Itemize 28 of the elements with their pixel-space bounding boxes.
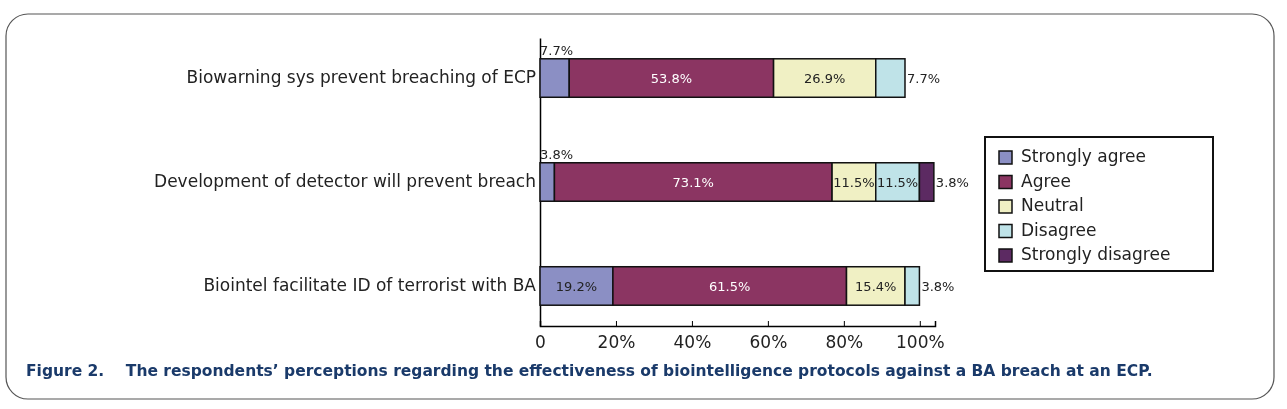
y-tick-label: Biointel facilitate ID of terrorist with BA [203, 275, 537, 296]
data-label: 26.9% [804, 70, 846, 86]
data-label: 7.7% [907, 70, 941, 86]
x-tick-label: 60% [749, 331, 788, 352]
data-label: 73.1% [672, 174, 714, 190]
data-label: 11.5% [876, 174, 919, 190]
y-tick-label: Biowarning sys prevent breaching of ECP [186, 67, 536, 88]
y-tick-label: Development of detector will prevent breach [154, 171, 536, 192]
data-label: 3.8% [935, 174, 969, 190]
data-label: 11.5% [833, 174, 875, 190]
x-tick-label: 80% [825, 331, 864, 352]
x-tick-label: 100% [896, 331, 945, 352]
data-label: 15.4% [855, 278, 897, 294]
legend-label: Neutral [1021, 195, 1084, 215]
caption: Figure 2. The respondents’ perceptions regarding the effectiveness of biointelligence protocols against a BA breach at an ECP. [26, 362, 1153, 380]
data-label: 19.2% [555, 278, 598, 294]
x-tick-label: 40% [673, 331, 712, 352]
legend-label: Agree [1021, 170, 1071, 191]
x-tick-label: 20% [597, 331, 636, 352]
data-label: 53.8% [650, 70, 693, 86]
legend-label: Disagree [1021, 219, 1097, 240]
legend-label: Strongly disagree [1021, 244, 1171, 264]
x-tick-label: 0 [535, 331, 546, 352]
data-label: 61.5% [709, 278, 751, 294]
data-label: 3.8% [921, 278, 955, 294]
data-label: 7.7% [540, 42, 574, 58]
legend-label: Strongly agree [1021, 146, 1146, 166]
data-label: 3.8% [540, 146, 574, 162]
